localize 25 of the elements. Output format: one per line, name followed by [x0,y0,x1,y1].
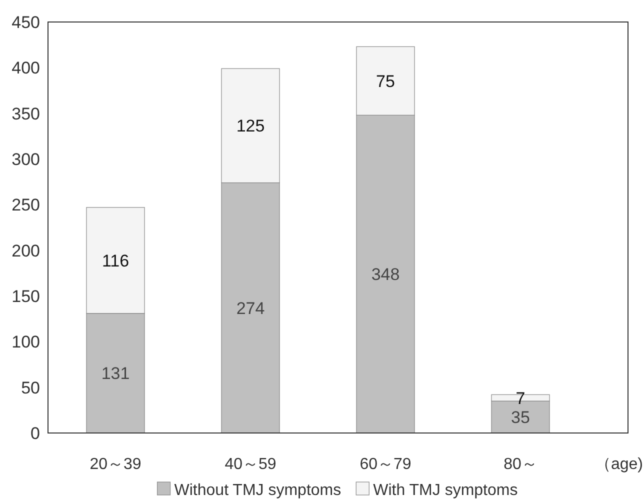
x-axis-title: （age) [594,456,643,473]
y-tick-label: 150 [12,287,40,306]
data-label: 131 [101,364,130,384]
x-tick-label: 80～ [504,456,538,473]
y-tick-label: 200 [12,241,40,260]
y-tick-label: 0 [30,424,40,443]
data-label: 274 [236,298,265,318]
x-tick-label: 40～59 [224,456,276,473]
y-tick-label: 100 [12,332,40,352]
data-label: 7 [516,388,526,408]
y-tick-label: 250 [12,196,40,215]
y-tick-label: 400 [12,58,40,78]
x-tick-label: 60～79 [360,456,412,473]
data-label: 125 [236,116,265,136]
y-tick-label: 350 [12,104,40,124]
data-label: 35 [511,408,530,428]
legend-label: Without TMJ symptoms [174,482,342,499]
y-tick-label: 450 [12,13,40,32]
data-label: 348 [371,265,400,284]
y-tick-label: 50 [21,378,40,398]
x-tick-label: 20～39 [90,456,142,473]
data-label: 116 [102,251,130,270]
data-label: 75 [376,72,395,91]
legend-label: With TMJ symptoms [373,482,518,499]
y-tick-label: 300 [12,150,40,169]
